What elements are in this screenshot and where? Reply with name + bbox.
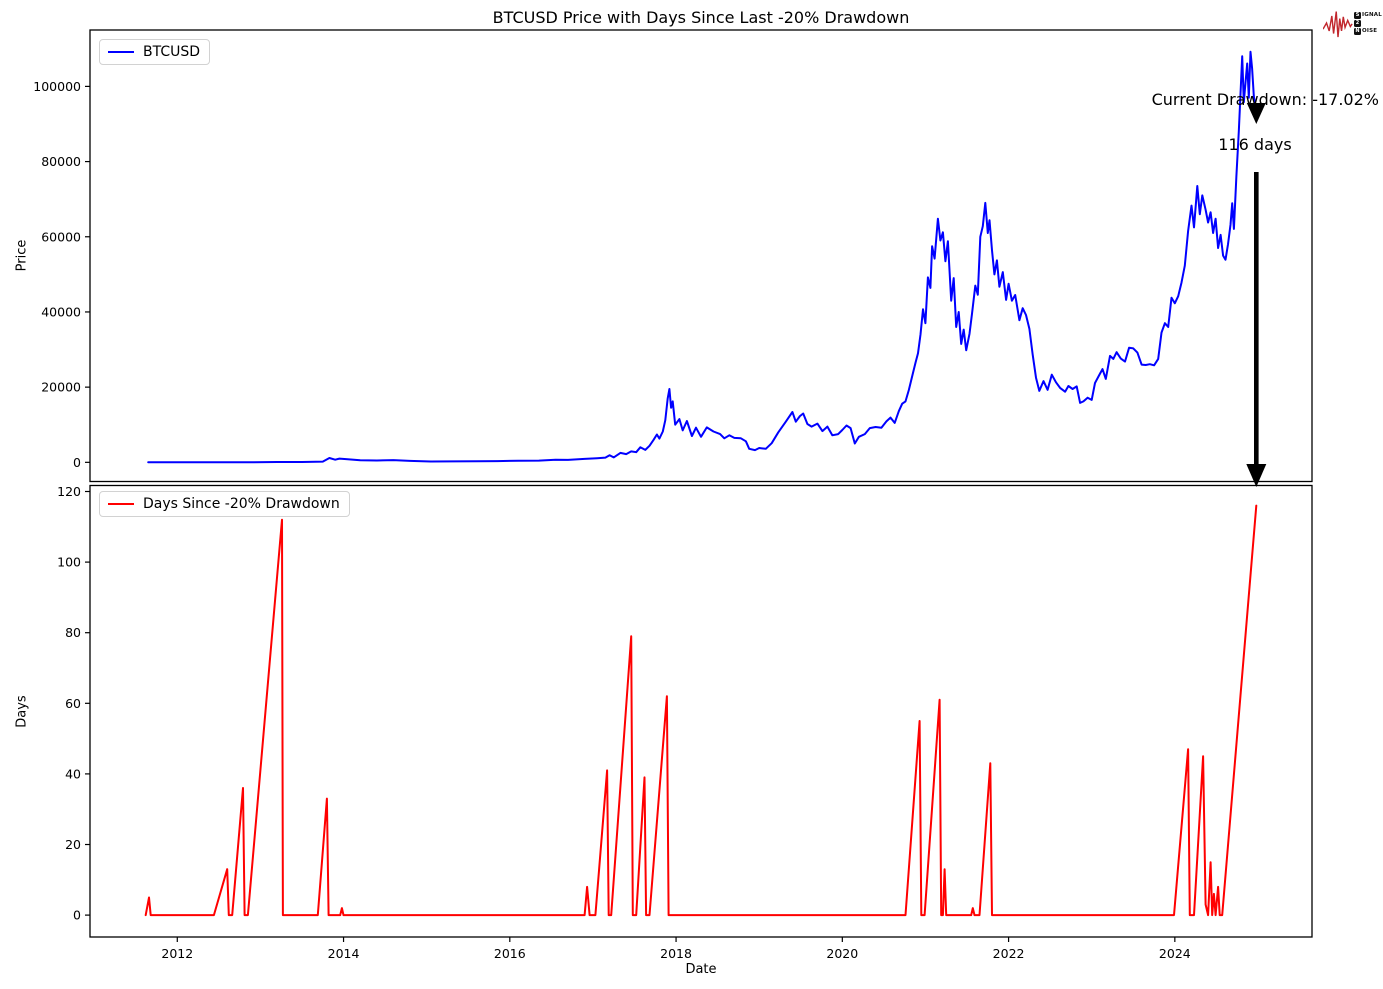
btcusd-legend-label: BTCUSD	[143, 44, 201, 60]
svg-text:80000: 80000	[41, 154, 81, 169]
svg-text:100000: 100000	[33, 79, 81, 94]
svg-text:2014: 2014	[328, 946, 360, 961]
svg-text:60000: 60000	[41, 229, 81, 244]
btcusd-price-frame	[89, 29, 1313, 483]
svg-text:100: 100	[57, 555, 81, 570]
days-legend: Days Since -20% Drawdown	[99, 491, 350, 517]
days-since-drawdown-line	[144, 504, 1258, 917]
days-since-drawdown-frame	[89, 484, 1313, 938]
date-axis-label: Date	[685, 962, 717, 977]
svg-text:0: 0	[73, 908, 81, 923]
svg-text:2020: 2020	[826, 946, 858, 961]
days-arrow-shaft	[1254, 172, 1259, 466]
svg-text:40: 40	[65, 766, 81, 781]
current-drawdown-annotation: Current Drawdown: -17.02%	[1151, 90, 1379, 109]
logo-box-2: 2	[1354, 19, 1361, 27]
days-legend-label: Days Since -20% Drawdown	[143, 496, 340, 512]
drawdown-arrowhead	[1246, 103, 1266, 124]
waveform-icon	[1323, 11, 1353, 38]
svg-text:2018: 2018	[660, 946, 692, 961]
svg-text:80: 80	[65, 625, 81, 640]
svg-text:0: 0	[73, 455, 81, 470]
svg-text:60: 60	[65, 696, 81, 711]
logo-text: S IGNAL 2 N OISE	[1354, 11, 1382, 35]
days-annotation: 116 days	[1218, 135, 1292, 154]
price-legend: BTCUSD	[99, 39, 211, 65]
btcusd-price-line	[147, 50, 1258, 464]
days-axis-label: Days	[14, 695, 30, 728]
chart-title: BTCUSD Price with Days Since Last -20% D…	[492, 8, 910, 27]
price-axis-label: Price	[14, 239, 30, 272]
days-arrow-head	[1246, 464, 1267, 487]
logo-row-noise: N OISE	[1354, 27, 1378, 35]
signal2noise-logo: S IGNAL 2 N OISE	[1323, 3, 1383, 43]
logo-box-n: N	[1354, 27, 1361, 35]
svg-text:120: 120	[57, 484, 81, 499]
svg-text:2024: 2024	[1159, 946, 1191, 961]
btcusd-legend-sample	[108, 50, 134, 54]
logo-row-signal: S IGNAL	[1354, 11, 1382, 19]
days-legend-sample	[108, 502, 134, 506]
logo-row-2: 2	[1354, 19, 1382, 27]
logo-box-s: S	[1354, 11, 1361, 19]
svg-text:20: 20	[65, 837, 81, 852]
svg-text:20000: 20000	[41, 380, 81, 395]
svg-text:40000: 40000	[41, 304, 81, 319]
svg-text:2022: 2022	[993, 946, 1025, 961]
svg-text:2012: 2012	[161, 946, 193, 961]
svg-text:2016: 2016	[494, 946, 526, 961]
